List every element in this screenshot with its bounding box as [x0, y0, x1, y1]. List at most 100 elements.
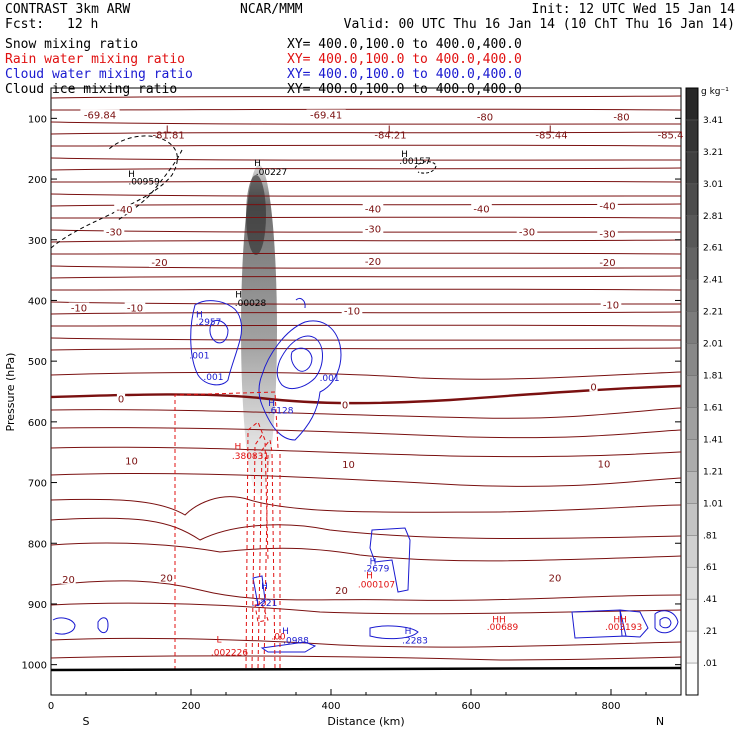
- colorbar-level-label: 2.41: [703, 276, 723, 286]
- temperature-label: -10: [127, 304, 143, 315]
- label-mask: [114, 204, 135, 215]
- temperature-label: 0: [118, 395, 124, 406]
- freezing-level: [51, 384, 681, 405]
- isotherm-upper: [51, 311, 681, 315]
- label-mask: [341, 305, 363, 316]
- colorbar-swatch: [686, 247, 698, 281]
- temperature-label: 10: [342, 460, 355, 471]
- label-mask: [596, 458, 612, 469]
- colorbar-frame: [685, 87, 699, 696]
- label-mask: [340, 399, 350, 410]
- extremum-label: -84.21: [374, 131, 406, 142]
- temperature-label: -10: [344, 307, 360, 318]
- isotherm-upper: [51, 239, 681, 243]
- rain-label: .003193: [605, 623, 642, 633]
- isotherm-lower: [51, 407, 681, 419]
- rain-label: L: [216, 635, 221, 645]
- temperature-label: -30: [519, 228, 535, 239]
- label-mask: [516, 226, 538, 237]
- temperature-label: 20: [160, 574, 173, 585]
- temperature-label: 0: [342, 401, 348, 412]
- label-mask: [159, 572, 174, 583]
- colorbar-level-label: 1.41: [703, 435, 723, 445]
- field-name-0: Snow mixing ratio: [5, 37, 138, 52]
- isotherm-lower: [51, 542, 681, 562]
- extremum-label: -85.44: [535, 131, 567, 142]
- y-tick-label: 200: [28, 175, 47, 186]
- isotherm-upper: [51, 108, 681, 111]
- x-tick-label: 0: [48, 701, 54, 712]
- isotherm-lower: [51, 580, 681, 601]
- label-mask: [103, 226, 125, 237]
- field-name-2: Cloud water mixing ratio: [5, 67, 193, 82]
- label-mask: [149, 257, 170, 268]
- y-tick-label: 1000: [22, 661, 47, 672]
- y-tick-label: 400: [28, 296, 47, 307]
- rain-label: .00: [271, 632, 286, 642]
- snow-label: .00227: [256, 168, 288, 178]
- field-xy-2: XY= 400.0,100.0 to 400.0,400.0: [287, 67, 522, 82]
- x-tick-label: 800: [601, 701, 620, 712]
- colorbar-swatch: [686, 215, 698, 249]
- isotherm-upper: [51, 337, 681, 341]
- field-legend: Snow mixing ratio XY= 400.0,100.0 to 400.…: [5, 37, 522, 97]
- colorbar-level-label: 3.01: [703, 180, 723, 190]
- isotherm-upper: [51, 252, 681, 255]
- colorbar-level-label: 2.21: [703, 308, 723, 318]
- label-mask: [471, 203, 492, 214]
- label-mask: [341, 459, 356, 470]
- isotherm-upper: [51, 301, 681, 305]
- y-tick-label: 300: [28, 236, 47, 247]
- isotherm-upper: [51, 265, 681, 269]
- colorbar-units: g kg⁻¹: [701, 87, 729, 97]
- label-mask: [306, 109, 346, 120]
- cloud-water-label: .001: [203, 373, 223, 383]
- colorbar-swatch: [686, 183, 698, 217]
- label-mask: [124, 455, 139, 466]
- y-tick-label: 900: [28, 600, 47, 611]
- label-mask: [597, 200, 618, 211]
- x-axis: 0 200 400 600 800: [48, 689, 647, 712]
- label-mask: [597, 228, 618, 239]
- colorbar-level-label: 2.61: [703, 244, 723, 254]
- label-mask: [597, 257, 618, 268]
- cloud-water-label: .2283: [402, 637, 428, 647]
- x-tick-label: 400: [321, 701, 340, 712]
- colorbar-swatch: [686, 439, 698, 472]
- rain-label: .000107: [358, 581, 395, 591]
- cloud-water-label: .2957: [196, 318, 222, 328]
- temperature-label: 20: [549, 574, 562, 585]
- y-axis-label: Pressure (hPa): [4, 353, 17, 432]
- colorbar-swatch: [686, 407, 698, 440]
- isotherm-upper: [51, 144, 681, 147]
- temperature-label: -40: [365, 205, 381, 216]
- temperature-label: -40: [473, 205, 489, 216]
- label-mask: [600, 299, 622, 310]
- colorbar-swatch: [686, 375, 698, 408]
- label-mask: [362, 255, 384, 266]
- extremum-label: -85.4: [658, 131, 684, 142]
- init-time: Init: 12 UTC Wed 15 Jan 14: [532, 2, 736, 17]
- rain-label: HH: [613, 615, 627, 625]
- temperature-label: -80: [477, 112, 493, 123]
- label-mask: [61, 573, 76, 584]
- x-axis-label: Distance (km): [327, 715, 404, 728]
- y-tick-label: 100: [28, 114, 47, 125]
- cloud-water-label: .1221: [252, 599, 278, 609]
- endpoint-north: N: [656, 715, 664, 728]
- isotherm-lower: [51, 496, 681, 516]
- cloud-water-contours: [52, 297, 679, 653]
- cloud-water-label: H: [370, 558, 377, 568]
- isotherm-upper: [51, 275, 681, 279]
- colorbar-level-label: 3.41: [703, 116, 723, 126]
- rain-label: H: [366, 572, 373, 582]
- temperature-label: -20: [365, 257, 381, 268]
- isotherm-upper: [51, 347, 681, 351]
- colorbar-swatch: [686, 663, 698, 696]
- valid-time: Valid: 00 UTC Thu 16 Jan 14 (10 ChT Thu …: [344, 17, 735, 32]
- y-tick-label: 600: [28, 418, 47, 429]
- cloud-water-label: H: [268, 399, 275, 409]
- isotherm-upper: [51, 167, 681, 171]
